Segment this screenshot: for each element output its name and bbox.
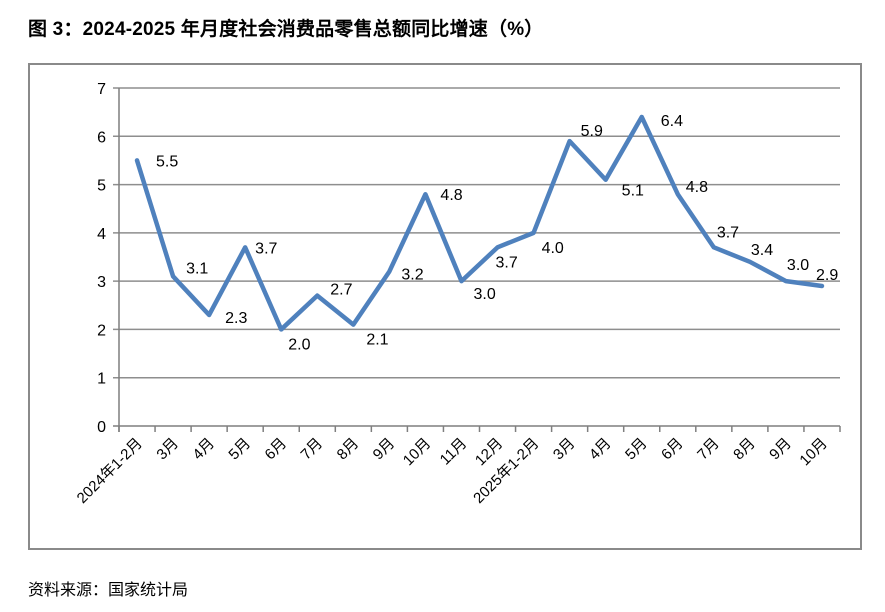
data-label: 3.0 [787, 257, 809, 274]
x-axis-label: 4月 [189, 435, 218, 464]
data-label: 3.7 [496, 254, 518, 271]
x-axis-label: 7月 [298, 435, 327, 464]
source-note: 资料来源：国家统计局 [28, 582, 189, 599]
data-label: 5.9 [581, 123, 603, 140]
y-axis-tick-label: 6 [97, 129, 106, 146]
y-axis-tick-label: 0 [97, 419, 106, 436]
x-axis-label: 5月 [225, 435, 254, 464]
series-line [134, 114, 825, 332]
x-axis-label: 3月 [550, 435, 579, 464]
data-label: 4.0 [542, 240, 564, 257]
x-axis-label: 4月 [586, 435, 615, 464]
data-label: 3.2 [401, 266, 423, 283]
x-axis-label: 9月 [766, 435, 795, 464]
y-axis-tick-label: 1 [97, 371, 106, 388]
x-axis-label: 2024年1-2月 [74, 435, 146, 507]
data-label: 3.0 [473, 286, 495, 303]
x-axis-label: 5月 [622, 435, 651, 464]
y-axis-tick-label: 4 [97, 226, 106, 243]
y-axis-tick-label: 5 [97, 178, 106, 195]
y-axis-tick-label: 2 [97, 322, 106, 339]
y-axis-tick-label: 3 [97, 274, 106, 291]
x-axis-label: 9月 [370, 435, 399, 464]
line-chart: 012345675.53.12.33.72.02.72.13.24.83.03.… [74, 81, 841, 507]
figure-title: 图 3：2024-2025 年月度社会消费品零售总额同比增速（%） [28, 19, 544, 40]
data-label: 4.8 [686, 179, 708, 196]
data-label: 5.1 [622, 183, 644, 200]
data-label: 2.1 [366, 332, 388, 349]
data-label: 6.4 [661, 113, 683, 130]
x-axis-label: 11月 [437, 435, 471, 469]
data-label: 5.5 [156, 153, 178, 170]
x-axis-label: 8月 [730, 435, 759, 464]
data-label: 3.1 [186, 260, 208, 277]
data-label: 2.9 [816, 267, 838, 284]
data-label: 3.7 [255, 240, 277, 257]
x-axis-label: 10月 [400, 435, 434, 469]
x-axis-label: 10月 [796, 435, 830, 469]
data-label: 3.4 [751, 242, 773, 259]
data-label: 3.7 [717, 224, 739, 241]
x-axis-label: 6月 [262, 435, 291, 464]
x-axis-label: 2025年1-2月 [470, 435, 542, 507]
x-axis-label: 3月 [153, 435, 182, 464]
x-axis-label: 8月 [334, 435, 363, 464]
data-label: 2.3 [225, 310, 247, 327]
data-label: 2.0 [288, 336, 310, 353]
data-label: 4.8 [440, 187, 462, 204]
chart-frame: 0 1 2 3 4 5 6 7 5.5 3.1 2.3 3.7 2.0 2.7 2.1 3.2 4.8 3.0 3.… [28, 63, 862, 550]
data-label: 2.7 [330, 282, 352, 299]
x-axis-label: 7月 [694, 435, 723, 464]
x-axis-label: 6月 [658, 435, 687, 464]
y-axis-tick-label: 7 [97, 81, 106, 98]
